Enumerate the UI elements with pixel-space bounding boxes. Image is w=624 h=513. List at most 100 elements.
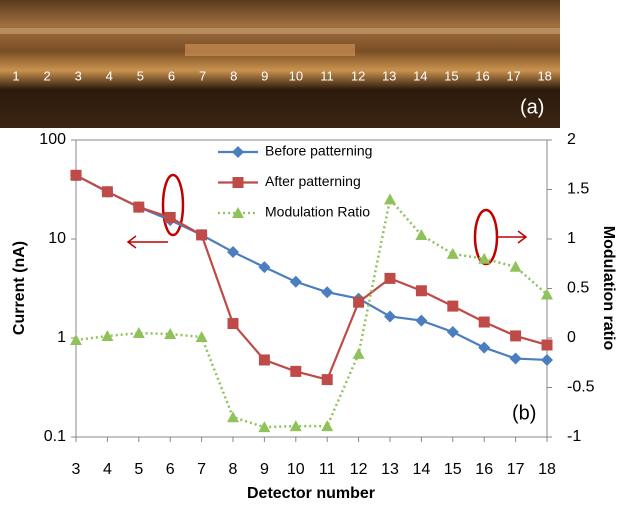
y2-tick-label: 2 bbox=[567, 131, 576, 148]
marker bbox=[446, 247, 459, 259]
marker bbox=[101, 330, 114, 342]
marker bbox=[195, 331, 208, 343]
series-line bbox=[75, 174, 548, 381]
legend-marker bbox=[232, 207, 244, 218]
photo-label: 14 bbox=[413, 68, 427, 83]
x-tick-label: 18 bbox=[538, 461, 556, 478]
x-tick-label: 13 bbox=[381, 461, 399, 478]
marker bbox=[384, 193, 396, 205]
marker bbox=[101, 186, 113, 198]
marker bbox=[478, 341, 491, 354]
x-tick-label: 6 bbox=[166, 461, 175, 478]
x-tick-label: 17 bbox=[507, 461, 525, 478]
photo-label: 17 bbox=[506, 68, 520, 83]
photo-label: 8 bbox=[230, 68, 237, 83]
photo-label: 1 bbox=[12, 68, 19, 83]
marker bbox=[478, 252, 491, 264]
x-tick-label: 10 bbox=[287, 461, 305, 478]
y2-tick-label: 0.5 bbox=[567, 280, 589, 297]
marker bbox=[384, 272, 396, 284]
x-tick-label: 3 bbox=[72, 461, 81, 478]
photo-label: 11 bbox=[320, 68, 334, 83]
y-tick-label: 0.1 bbox=[44, 428, 66, 445]
marker bbox=[258, 261, 271, 274]
marker bbox=[446, 325, 459, 338]
marker bbox=[415, 285, 427, 297]
marker bbox=[227, 318, 239, 330]
marker bbox=[70, 169, 82, 181]
marker bbox=[384, 310, 396, 323]
photo-label: 13 bbox=[382, 68, 396, 83]
photo-caption: (a) bbox=[520, 96, 544, 118]
annotation: (b) bbox=[512, 402, 536, 424]
marker bbox=[133, 201, 145, 213]
marker bbox=[541, 288, 553, 300]
x-tick-label: 7 bbox=[197, 461, 206, 478]
x-tick-label: 11 bbox=[319, 461, 336, 478]
marker bbox=[196, 229, 208, 241]
photo-label: 9 bbox=[261, 68, 268, 83]
marker bbox=[352, 347, 365, 359]
y2-tick-label: 1.5 bbox=[567, 181, 589, 198]
marker bbox=[415, 314, 428, 327]
x-tick-label: 16 bbox=[475, 461, 493, 478]
arrow bbox=[498, 230, 528, 244]
marker bbox=[289, 275, 302, 288]
series-line bbox=[75, 196, 548, 429]
marker bbox=[258, 421, 271, 433]
y-tick-label: 1 bbox=[57, 329, 66, 346]
photo bbox=[0, 0, 560, 128]
x-tick-label: 8 bbox=[229, 461, 238, 478]
series-line bbox=[75, 174, 548, 362]
marker bbox=[321, 374, 333, 386]
arrow bbox=[126, 235, 168, 249]
marker bbox=[353, 296, 365, 308]
highlight-ellipse bbox=[473, 208, 499, 266]
y-tick-label: 100 bbox=[39, 131, 66, 148]
x-tick-label: 14 bbox=[413, 461, 431, 478]
x-tick-label: 9 bbox=[260, 461, 269, 478]
marker bbox=[258, 354, 270, 366]
marker bbox=[321, 420, 334, 432]
marker bbox=[227, 245, 239, 258]
y2-tick-label: 1 bbox=[567, 230, 576, 247]
marker bbox=[541, 339, 553, 351]
marker bbox=[478, 316, 490, 328]
marker bbox=[321, 286, 334, 299]
highlight-ellipse bbox=[161, 173, 185, 237]
photo-label: 3 bbox=[75, 68, 82, 83]
marker bbox=[447, 300, 459, 312]
legend-marker bbox=[232, 146, 244, 158]
photo-label: 12 bbox=[351, 68, 365, 83]
x-tick-label: 12 bbox=[350, 461, 368, 478]
photo-label: 16 bbox=[475, 68, 489, 83]
y-axis-title: Current (nA) bbox=[11, 241, 28, 335]
photo-label: 5 bbox=[137, 68, 144, 83]
x-tick-label: 4 bbox=[103, 461, 112, 478]
y2-tick-label: -0.5 bbox=[567, 379, 595, 396]
y-tick-label: 10 bbox=[48, 230, 66, 247]
marker bbox=[70, 333, 82, 345]
marker bbox=[509, 352, 522, 365]
photo-label: 6 bbox=[168, 68, 175, 83]
x-tick-label: 15 bbox=[444, 461, 462, 478]
marker bbox=[227, 411, 239, 423]
marker bbox=[290, 365, 302, 377]
legend-label: After patterning bbox=[265, 173, 361, 189]
photo-label: 2 bbox=[43, 68, 50, 83]
y2-axis-title: Modulation ratio bbox=[600, 226, 617, 351]
photo-label: 15 bbox=[444, 68, 458, 83]
legend-marker bbox=[232, 177, 244, 188]
marker bbox=[509, 260, 522, 272]
photo-band bbox=[0, 28, 560, 34]
photo-label: 7 bbox=[199, 68, 206, 83]
marker bbox=[510, 330, 522, 342]
x-tick-label: 5 bbox=[134, 461, 143, 478]
y2-tick-label: 0 bbox=[567, 329, 576, 346]
photo-labels: 1 2 3 4 5 6 7 8 9 10 11 12 13 14 15 16 17 18 bbox=[12, 68, 552, 83]
marker bbox=[132, 327, 145, 339]
marker bbox=[164, 328, 177, 340]
photo-label: 18 bbox=[537, 68, 551, 83]
marker bbox=[541, 353, 553, 366]
